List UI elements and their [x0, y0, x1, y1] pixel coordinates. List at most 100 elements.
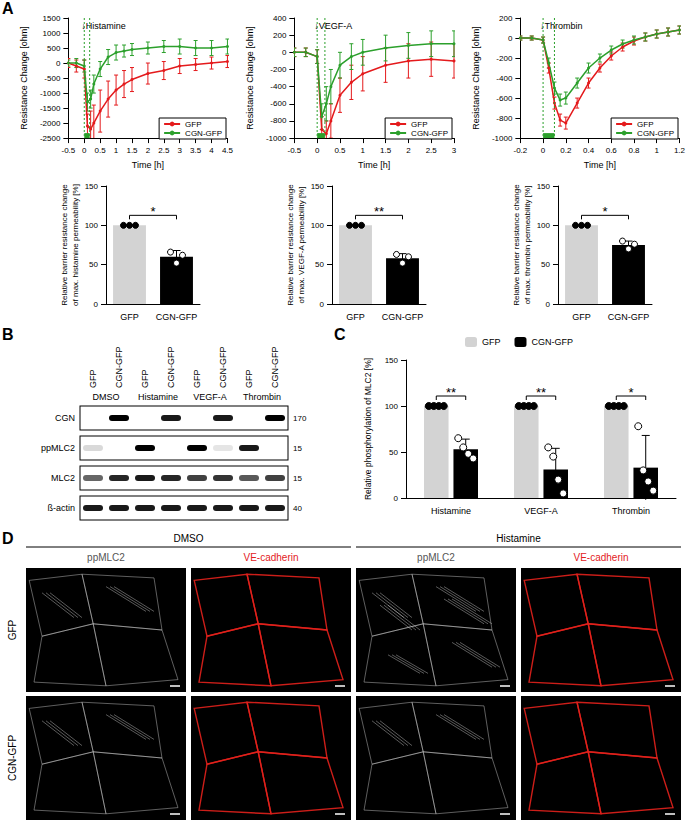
svg-text:0: 0: [94, 300, 99, 309]
svg-text:GFP: GFP: [572, 312, 591, 322]
svg-text:GFP: GFP: [120, 312, 139, 322]
svg-text:Time [h]: Time [h]: [358, 160, 390, 170]
svg-text:2.5: 2.5: [158, 146, 170, 155]
svg-text:100: 100: [85, 221, 99, 230]
svg-text:200: 200: [273, 31, 287, 40]
svg-text:0.5: 0.5: [334, 146, 346, 155]
svg-text:-1000: -1000: [266, 134, 287, 143]
svg-text:2: 2: [406, 146, 411, 155]
svg-text:GFP: GFP: [140, 369, 150, 388]
svg-text:100: 100: [537, 221, 551, 230]
svg-text:GFP: GFP: [482, 337, 501, 347]
svg-text:-1500: -1500: [40, 104, 61, 113]
svg-text:-0.5: -0.5: [61, 146, 75, 155]
svg-text:Relative barrier resistance ch: Relative barrier resistance change: [512, 184, 521, 306]
svg-text:Resistance Change [ohm]: Resistance Change [ohm]: [19, 26, 29, 130]
svg-text:CGN-GFP: CGN-GFP: [608, 312, 650, 322]
svg-text:-0.2: -0.2: [513, 146, 527, 155]
svg-text:50: 50: [389, 448, 398, 457]
svg-text:1.5: 1.5: [126, 146, 138, 155]
svg-text:CGN-GFP: CGN-GFP: [382, 312, 424, 322]
svg-text:1000: 1000: [43, 29, 61, 38]
svg-text:15: 15: [293, 474, 302, 483]
svg-text:Relative barrier resistance ch: Relative barrier resistance change: [286, 184, 295, 306]
svg-text:150: 150: [385, 356, 399, 365]
svg-text:Time [h]: Time [h]: [584, 160, 616, 170]
svg-text:-500: -500: [44, 74, 61, 83]
svg-text:ß-actin: ß-actin: [47, 503, 75, 513]
svg-text:MLC2: MLC2: [51, 473, 75, 483]
svg-text:of max. histamine permeability: of max. histamine permeability [%]: [71, 184, 80, 306]
svg-text:0.6: 0.6: [606, 146, 618, 155]
svg-text:CGN-GFP: CGN-GFP: [7, 735, 18, 781]
svg-text:GFP: GFP: [411, 120, 427, 129]
svg-text:40: 40: [293, 504, 302, 513]
svg-text:-2500: -2500: [40, 134, 61, 143]
svg-text:-1000: -1000: [40, 89, 61, 98]
svg-text:0: 0: [394, 494, 399, 503]
svg-text:-400: -400: [270, 82, 287, 91]
svg-text:CGN-GFP: CGN-GFP: [185, 129, 222, 138]
svg-text:-200: -200: [496, 54, 513, 63]
svg-text:CGN: CGN: [55, 413, 75, 423]
svg-text:0.4: 0.4: [583, 146, 595, 155]
svg-text:*: *: [628, 385, 633, 400]
svg-text:Time [h]: Time [h]: [132, 160, 164, 170]
svg-text:0.8: 0.8: [628, 146, 640, 155]
svg-text:GFP: GFP: [7, 619, 18, 640]
svg-text:ppMLC2: ppMLC2: [41, 443, 75, 453]
svg-text:0: 0: [315, 146, 320, 155]
svg-text:*: *: [602, 204, 607, 219]
svg-text:15: 15: [293, 444, 302, 453]
svg-text:400: 400: [273, 14, 287, 23]
svg-text:ppMLC2: ppMLC2: [87, 552, 125, 563]
svg-text:CGN-GFP: CGN-GFP: [411, 129, 448, 138]
svg-text:0: 0: [541, 146, 546, 155]
svg-text:500: 500: [47, 44, 61, 53]
svg-text:3.5: 3.5: [190, 146, 202, 155]
svg-text:-2000: -2000: [40, 119, 61, 128]
svg-text:3: 3: [177, 146, 182, 155]
svg-text:GFP: GFP: [244, 369, 254, 388]
svg-text:CGN-GFP: CGN-GFP: [532, 337, 574, 347]
svg-text:1.2: 1.2: [674, 146, 686, 155]
svg-text:CGN-GFP: CGN-GFP: [114, 347, 124, 389]
svg-text:Resistance Change [ohm]: Resistance Change [ohm]: [245, 26, 255, 130]
svg-text:Relative barrier resistance ch: Relative barrier resistance change: [60, 184, 69, 306]
svg-text:CGN-GFP: CGN-GFP: [218, 347, 228, 389]
svg-text:-200: -200: [270, 65, 287, 74]
svg-text:1: 1: [361, 146, 366, 155]
svg-text:1.5: 1.5: [380, 146, 392, 155]
svg-text:↓Histamine: ↓Histamine: [81, 21, 126, 31]
svg-text:50: 50: [315, 260, 324, 269]
svg-text:0: 0: [508, 34, 513, 43]
svg-text:of max. thrombin permeability: of max. thrombin permeability [%]: [523, 186, 532, 305]
svg-text:CGN-GFP: CGN-GFP: [270, 347, 280, 389]
svg-text:Thrombin: Thrombin: [612, 506, 650, 516]
svg-text:-600: -600: [496, 94, 513, 103]
svg-text:150: 150: [85, 182, 99, 191]
svg-text:100: 100: [311, 221, 325, 230]
svg-text:↓Thrombin: ↓Thrombin: [540, 21, 583, 31]
svg-text:VE-cadherin: VE-cadherin: [243, 552, 298, 563]
svg-text:0: 0: [320, 300, 325, 309]
svg-text:DMSO: DMSO: [174, 533, 204, 544]
svg-text:150: 150: [537, 182, 551, 191]
svg-text:VEGF-A: VEGF-A: [193, 392, 227, 402]
svg-text:170: 170: [293, 414, 307, 423]
svg-text:CGN-GFP: CGN-GFP: [156, 312, 198, 322]
svg-text:Histamine: Histamine: [431, 506, 471, 516]
svg-text:Resistance Change [ohm]: Resistance Change [ohm]: [471, 26, 481, 130]
svg-text:ppMLC2: ppMLC2: [417, 552, 455, 563]
svg-text:200: 200: [499, 14, 513, 23]
svg-text:GFP: GFP: [637, 120, 653, 129]
svg-text:GFP: GFP: [185, 120, 201, 129]
svg-text:VEGF-A: VEGF-A: [524, 506, 558, 516]
svg-text:0: 0: [546, 300, 551, 309]
svg-text:0: 0: [56, 59, 61, 68]
svg-text:150: 150: [311, 182, 325, 191]
svg-text:Relative phosphorylation of ML: Relative phosphorylation of MLC2 [%]: [363, 358, 373, 500]
svg-text:50: 50: [89, 260, 98, 269]
svg-text:CGN-GFP: CGN-GFP: [166, 347, 176, 389]
svg-text:0: 0: [282, 48, 287, 57]
